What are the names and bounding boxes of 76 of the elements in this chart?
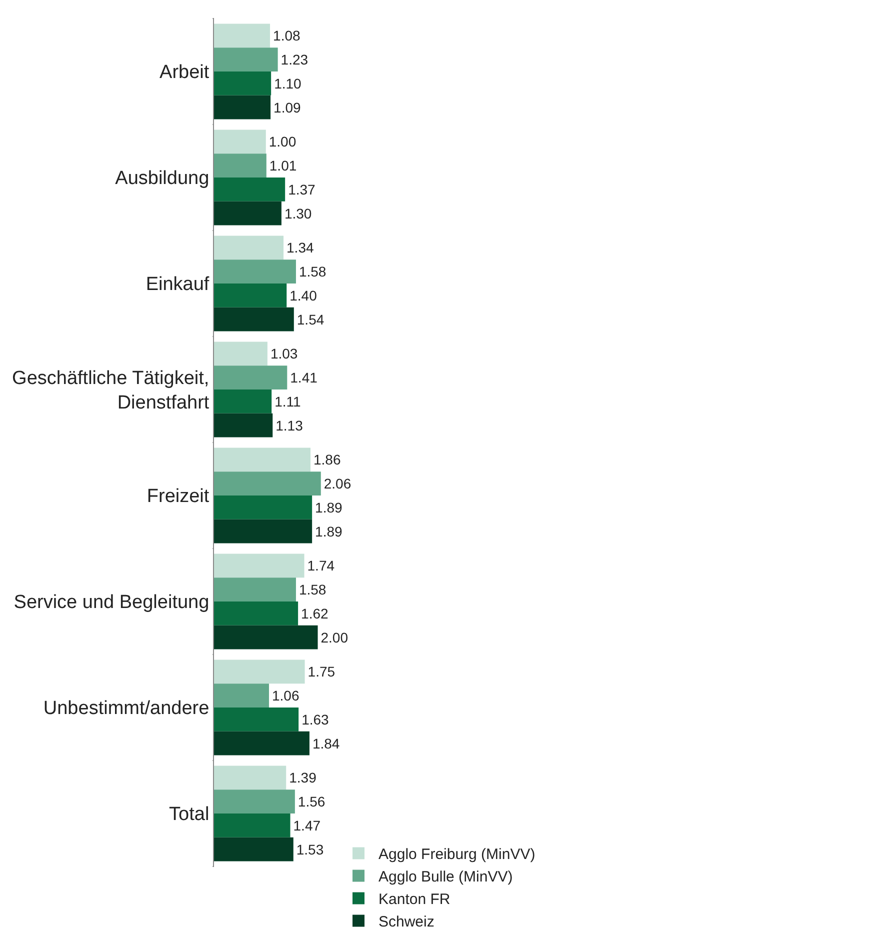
y-tick-label: Arbeit [160,62,210,84]
y-tick-label: Total [169,804,210,826]
data-label: 1.63 [302,711,330,728]
data-label: 1.75 [308,664,336,680]
bar [214,342,268,366]
data-label: 1.74 [307,558,335,574]
legend-label: Schweiz [378,914,434,931]
bar [214,708,299,732]
legend-label: Kanton FR [378,891,450,908]
data-label: 1.00 [268,134,296,150]
data-label: 1.53 [296,841,324,858]
bar [214,130,266,154]
data-label: 1.41 [290,370,318,386]
bar [214,837,294,862]
bar [214,154,266,178]
bar [214,413,273,438]
bar [214,790,295,814]
y-tick-label: Ausbildung [115,168,210,190]
data-label: 1.10 [274,75,302,92]
y-tick-label: Unbestimmt/andere [43,698,210,720]
bar [214,366,288,390]
y-tick-label: Service und Begleitung [14,592,210,614]
bar [214,448,310,472]
bar [214,284,287,308]
data-label: 1.13 [276,417,304,434]
bar [214,201,282,226]
data-label: 1.09 [274,99,302,116]
data-label: 1.03 [270,346,298,362]
bar [214,95,271,120]
bar [214,390,272,414]
data-label: 2.00 [320,629,348,646]
data-label: 1.06 [272,688,300,704]
legend-label: Agglo Freiburg (MinVV) [378,846,536,864]
bar [214,260,296,284]
data-label: 1.30 [284,205,312,222]
data-label: 1.23 [280,52,308,68]
data-label: 1.34 [286,240,314,256]
data-label: 1.86 [314,452,341,468]
y-tick-label: Freizeit [146,486,210,508]
bar [214,472,321,496]
data-label: 1.54 [296,311,324,328]
bar [214,625,318,650]
y-tick-label: Geschäftliche Tätigkeit, Dienstfahrt [12,368,210,414]
bar [214,236,284,260]
data-label: 1.58 [298,264,326,280]
bar [214,660,305,684]
data-label: 1.56 [298,794,326,810]
data-label: 1.37 [288,181,316,198]
bar [214,578,296,602]
legend-label: Agglo Bulle (MinVV) [378,868,513,886]
data-label: 1.47 [293,817,321,834]
bar [214,814,290,838]
bar [214,24,270,48]
data-label: 1.11 [274,393,302,410]
data-label: 1.84 [312,735,340,752]
data-label: 1.01 [269,158,297,174]
bar [214,554,304,578]
bar [214,684,269,708]
data-label: 1.39 [289,770,317,786]
bar [214,72,272,96]
data-label: 1.40 [290,287,318,304]
data-label: 1.89 [315,523,343,540]
data-label: 2.06 [324,476,352,492]
bar [214,731,310,756]
data-label: 1.58 [298,582,326,598]
bar [214,602,298,626]
bar [214,178,286,202]
bar [214,307,294,332]
bar [214,496,312,520]
bar [214,48,278,72]
y-tick-label: Einkauf [146,274,210,296]
bar [214,519,312,544]
data-label: 1.89 [315,499,343,516]
data-label: 1.62 [301,605,329,622]
bar [214,766,286,790]
data-label: 1.08 [273,28,300,44]
